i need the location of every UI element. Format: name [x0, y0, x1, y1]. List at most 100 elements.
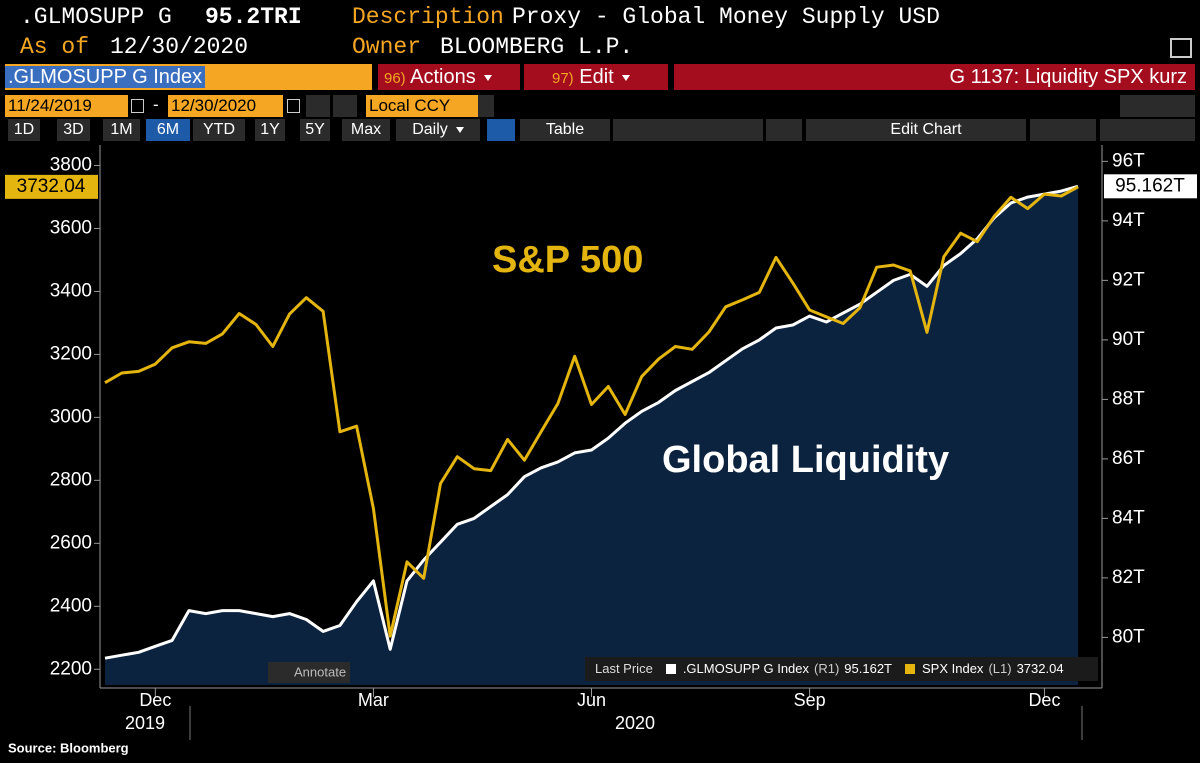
line-chart-button[interactable] — [487, 119, 515, 141]
collapse-button[interactable] — [766, 119, 802, 141]
last-value-label: 95.162T — [1115, 175, 1185, 196]
last-value-box — [1104, 174, 1197, 199]
start-date[interactable]: 11/24/2019 — [5, 95, 128, 117]
last-value-box — [5, 174, 98, 199]
legend-name: .GLMOSUPP G Index — [682, 661, 810, 676]
prev-button[interactable] — [306, 95, 330, 117]
y2-tick-label: 94T — [1112, 210, 1145, 231]
dropdown-arrow — [483, 74, 492, 81]
x-tick-label: Dec — [139, 690, 171, 710]
legend-value: 95.162T — [844, 661, 892, 676]
frequency[interactable]: Daily — [412, 121, 448, 138]
calendar-icon[interactable] — [287, 99, 300, 113]
draw-button[interactable] — [1030, 119, 1096, 141]
y2-tick-label: 90T — [1112, 329, 1145, 350]
y2-tick-label: 82T — [1112, 567, 1145, 588]
edit-button[interactable]: 97) Edit — [524, 64, 668, 90]
security[interactable]: .GLMOSUPP G Index — [5, 66, 206, 88]
currency[interactable]: Local CCY — [366, 95, 478, 117]
legend-swatch — [905, 664, 915, 674]
plot — [94, 160, 1108, 697]
range-button[interactable]: 5Y — [300, 119, 330, 141]
legend-swatch — [665, 664, 676, 674]
legend-tag: (L1) — [988, 661, 1012, 676]
range-button[interactable]: Max — [342, 119, 390, 141]
range-button[interactable]: 1D — [8, 119, 40, 141]
annotate-label[interactable]: Annotate — [294, 664, 346, 679]
asof-label: As of — [20, 34, 90, 60]
last-value-label: 3732.04 — [17, 176, 86, 197]
y2-tick-label: 92T — [1112, 269, 1145, 290]
settings-button[interactable] — [1100, 119, 1195, 141]
y-tick-label: 3000 — [50, 406, 92, 427]
title-bar: G 1137: Liquidity SPX kurz — [674, 64, 1195, 90]
description-label: Description — [352, 4, 504, 30]
window-icon[interactable] — [1170, 38, 1192, 58]
edit[interactable]: Edit — [579, 66, 614, 88]
range-button[interactable]: 6M — [146, 119, 190, 141]
y-tick-label: 2400 — [50, 595, 92, 616]
x-group-label: 2020 — [615, 713, 655, 733]
y-tick-label: 3200 — [50, 343, 92, 364]
description: Proxy - Global Money Supply USD — [512, 4, 940, 30]
range-button[interactable]: 1M — [103, 119, 140, 141]
range-button[interactable]: YTD — [193, 119, 245, 141]
x-tick-label: Jun — [577, 690, 606, 710]
y-tick-label: 2600 — [50, 532, 92, 553]
y2-tick-label: 80T — [1112, 626, 1145, 647]
line — [104, 185, 1079, 638]
undo-redo[interactable] — [1120, 95, 1195, 117]
asof: 12/30/2020 — [110, 34, 249, 60]
frequency-button[interactable]: Daily — [396, 119, 480, 141]
ticker-value: 95.2TRI — [205, 4, 302, 30]
y2-tick-label: 96T — [1112, 150, 1145, 171]
line — [104, 184, 1079, 660]
edit-chart[interactable]: Edit Chart — [890, 121, 962, 138]
legend-title: Last Price — [595, 661, 653, 676]
x-group-label: 2019 — [125, 713, 165, 733]
annotate-button[interactable] — [268, 662, 350, 683]
annotation: Global Liquidity — [662, 439, 949, 481]
table-button[interactable]: Table — [520, 119, 610, 141]
y-tick-label: 2800 — [50, 469, 92, 490]
page-title: G 1137: Liquidity SPX kurz — [949, 66, 1187, 88]
y-tick-label: 2200 — [50, 658, 92, 679]
y2-tick-label: 84T — [1112, 507, 1145, 528]
y-tick-label: 3600 — [50, 217, 92, 238]
legend-tag: (R1) — [814, 661, 840, 676]
owner-label: Owner — [352, 34, 422, 60]
security-field[interactable]: .GLMOSUPP G Index — [5, 64, 372, 90]
x-tick-label: Sep — [794, 690, 826, 710]
dropdown-arrow — [455, 126, 464, 133]
actions[interactable]: Actions — [410, 66, 476, 88]
y-tick-label: 3800 — [50, 154, 92, 175]
legend-value: 3732.04 — [1016, 661, 1064, 676]
actions-num: 96) — [384, 70, 406, 87]
next-button[interactable] — [333, 95, 357, 117]
dropdown-arrow — [621, 74, 630, 81]
edit-chart-button[interactable]: Edit Chart — [806, 119, 1026, 141]
calendar-icon[interactable] — [131, 99, 144, 113]
owner: BLOOMBERG L.P. — [440, 34, 634, 60]
range-button[interactable]: 3D — [57, 119, 90, 141]
area — [105, 186, 1078, 686]
x-tick-label: Dec — [1028, 690, 1060, 710]
end-date[interactable]: 12/30/2020 — [168, 95, 283, 117]
edit-num: 97) — [552, 70, 574, 87]
currency-dropdown[interactable] — [478, 95, 494, 117]
legend: Last Price .GLMOSUPP G Index (R1) 95.162T S… — [585, 657, 1098, 681]
actions-button[interactable]: 96) Actions — [378, 64, 520, 90]
y2-tick-label: 86T — [1112, 448, 1145, 469]
source: Source: Bloomberg — [8, 740, 129, 755]
ticker: .GLMOSUPP G — [20, 4, 172, 30]
y-tick-label: 3400 — [50, 280, 92, 301]
x-tick-label: Mar — [358, 690, 389, 710]
legend-name: SPX Index — [922, 661, 984, 676]
date-separator: - — [153, 95, 159, 114]
range-button[interactable]: 1Y — [255, 119, 285, 141]
annotation: S&P 500 — [492, 239, 643, 281]
toolbar-spacer — [613, 119, 763, 141]
y2-tick-label: 88T — [1112, 388, 1145, 409]
